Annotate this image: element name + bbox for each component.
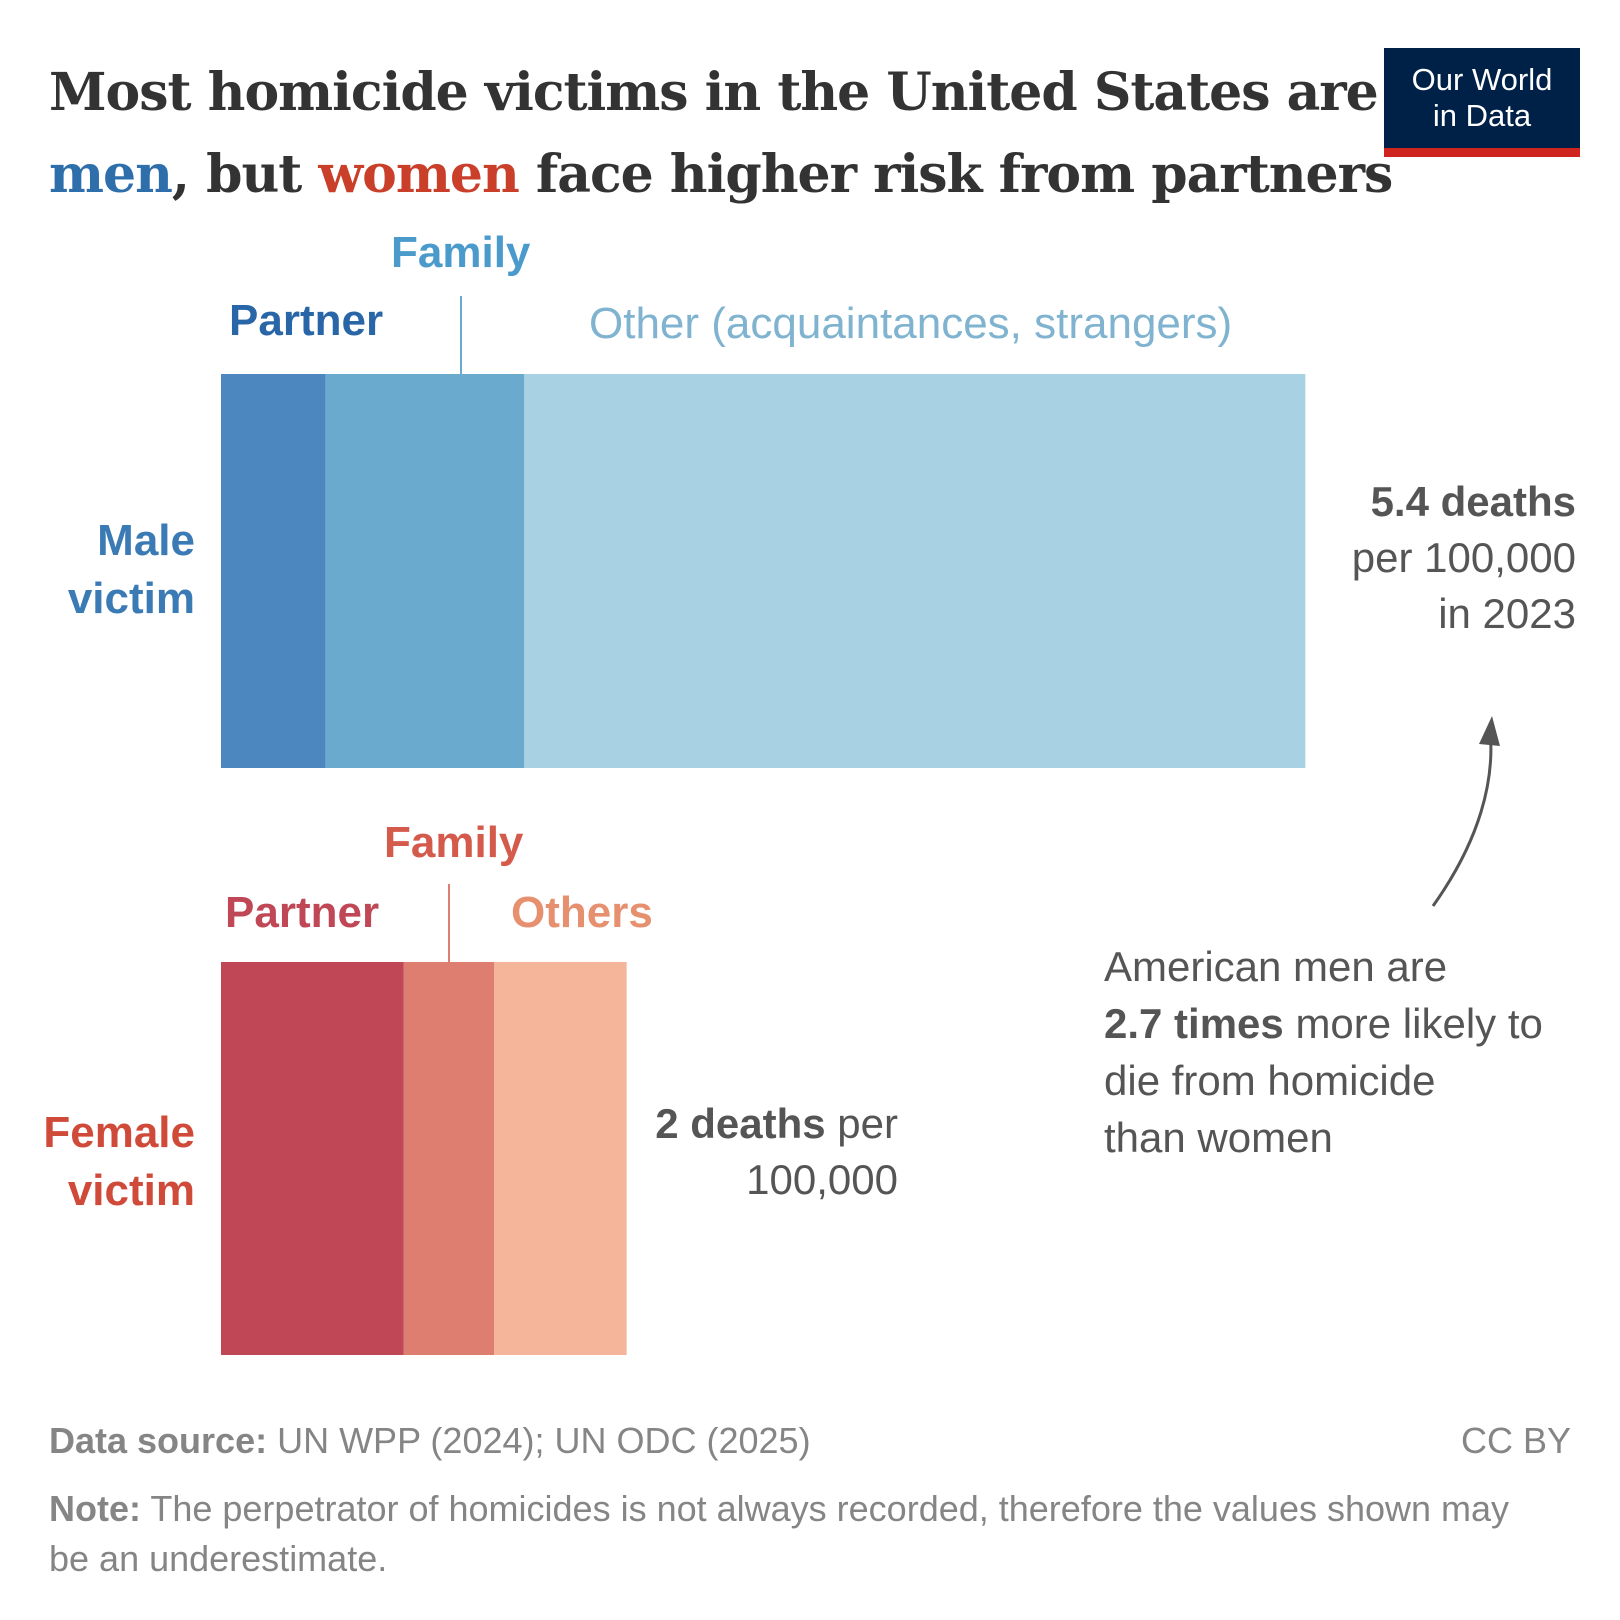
- male-family-bar-segment: [325, 374, 525, 768]
- male-value-label: 5.4 deaths per 100,000 in 2023: [1240, 474, 1576, 642]
- male-family-label: Family: [391, 228, 531, 277]
- male-value-line3: in 2023: [1438, 590, 1576, 637]
- female-partner-bar-segment: [221, 962, 404, 1355]
- female-category-line1: Female: [43, 1108, 195, 1157]
- source-label: Data source:: [49, 1420, 268, 1461]
- owid-logo: Our World in Data: [1384, 48, 1580, 148]
- annotation-line1: American men are: [1104, 943, 1448, 990]
- male-category-label: Male victim: [40, 512, 195, 628]
- note-text: The perpetrator of homicides is not alwa…: [49, 1488, 1510, 1579]
- annotation-bold: 2.7 times: [1104, 1000, 1284, 1047]
- annotation-text: American men are 2.7 times more likely t…: [1104, 938, 1543, 1166]
- male-family-leader-line: [460, 296, 462, 374]
- logo-accent-bar: [1384, 148, 1580, 157]
- title-line-1: Most homicide victims in the United Stat…: [49, 62, 1379, 123]
- male-other-label: Other (acquaintances, strangers): [589, 299, 1233, 348]
- note-label: Note:: [49, 1488, 141, 1529]
- male-category-line2: victim: [67, 574, 195, 623]
- female-value-line2: 100,000: [746, 1156, 898, 1203]
- male-partner-bar-segment: [221, 374, 326, 768]
- female-family-bar-segment: [403, 962, 495, 1355]
- female-others-bar-segment: [494, 962, 627, 1355]
- note: Note: The perpetrator of homicides is no…: [49, 1484, 1529, 1584]
- annotation-arrow: [1431, 729, 1493, 907]
- female-other-label: Others: [511, 888, 653, 937]
- male-other-bar-segment: [524, 374, 1306, 768]
- chart-title: Most homicide victims in the United Stat…: [49, 52, 1393, 216]
- female-partner-label: Partner: [225, 888, 380, 937]
- title-mid: , but: [171, 144, 319, 205]
- female-value-per: per: [825, 1100, 898, 1147]
- title-women: women: [318, 144, 519, 205]
- title-men: men: [49, 144, 173, 205]
- data-source: Data source: UN WPP (2024); UN ODC (2025…: [49, 1420, 811, 1462]
- male-partner-label: Partner: [229, 296, 384, 345]
- male-value-bold: 5.4 deaths: [1370, 478, 1576, 525]
- female-value-bold: 2 deaths: [655, 1100, 826, 1147]
- female-value-label: 2 deaths per 100,000: [600, 1096, 898, 1208]
- annotation-line3: die from homicide: [1104, 1057, 1436, 1104]
- title-rest: face higher risk from partners: [518, 144, 1393, 205]
- female-category-line2: victim: [67, 1166, 195, 1215]
- license-link[interactable]: CC BY: [1460, 1420, 1571, 1461]
- logo-line-1: Our World: [1411, 62, 1553, 97]
- logo-line-2: in Data: [1432, 98, 1532, 133]
- annotation-arrowhead-icon: [1479, 716, 1500, 746]
- male-category-line1: Male: [97, 516, 195, 565]
- annotation-line4: than women: [1104, 1114, 1333, 1161]
- female-family-label: Family: [384, 818, 524, 867]
- female-family-leader-line: [448, 884, 450, 962]
- male-value-line2: per 100,000: [1351, 534, 1576, 581]
- title-line-2: men, but women face higher risk from par…: [49, 134, 1393, 216]
- source-text: UN WPP (2024); UN ODC (2025): [267, 1420, 811, 1461]
- annotation-line2: more likely to: [1283, 1000, 1543, 1047]
- female-category-label: Female victim: [30, 1104, 195, 1220]
